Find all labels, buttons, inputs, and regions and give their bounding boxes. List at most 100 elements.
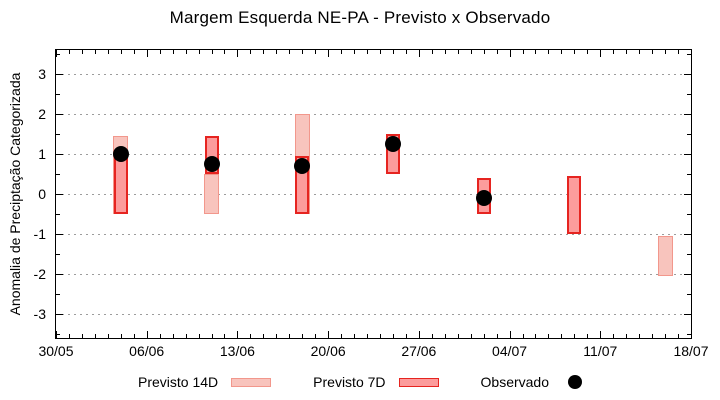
x-tick [185,334,187,338]
x-tick [133,334,135,338]
y-tick [56,334,60,335]
x-tick [120,50,122,54]
x-tick [94,50,96,54]
y-tick [687,294,691,295]
x-tick [198,50,200,54]
x-tick [237,50,239,57]
x-tick [81,50,83,54]
gridline [56,274,691,275]
x-tick [289,50,291,54]
x-tick [574,334,576,338]
y-tick [687,334,691,335]
y-tick [684,154,691,155]
y-tick [687,134,691,135]
x-tick [561,50,563,54]
x-tick [496,334,498,338]
x-tick [392,50,394,54]
x-tick [328,50,330,57]
x-tick [535,334,537,338]
observado-dot [384,136,401,152]
observado-dot [294,158,311,174]
x-tick [224,334,226,338]
x-tick [600,331,602,338]
gridline [56,194,691,195]
previsto-14d-swatch-icon [231,377,272,387]
x-tick [211,334,213,338]
x-tick [81,334,83,338]
x-tick [574,50,576,54]
x-tick [237,331,239,338]
x-tick-label: 11/07 [583,343,618,359]
y-tick-label: -3 [33,306,46,322]
x-tick [691,331,692,338]
y-tick [56,234,63,235]
x-tick [146,331,148,338]
x-tick [418,331,420,338]
observado-dot [475,190,492,206]
x-tick [120,334,122,338]
x-tick [367,334,369,338]
x-tick [548,50,550,54]
x-tick-label: 13/06 [219,343,255,359]
legend-label-observado: Observado [480,374,549,390]
x-tick [250,334,252,338]
plot-area [55,49,692,339]
x-tick [367,50,369,54]
x-tick [354,334,356,338]
x-tick [483,50,485,54]
y-tick [56,154,63,155]
x-tick [626,50,628,54]
y-tick [56,74,63,75]
y-tick [56,314,63,315]
y-tick-label: 3 [38,66,46,82]
chart-title: Margem Esquerda NE-PA - Previsto x Obser… [169,8,551,27]
x-tick [159,334,161,338]
x-tick-label: 30/05 [38,343,74,359]
x-tick [379,50,381,54]
gridline [56,234,691,235]
previsto-7d-swatch-icon [398,377,439,387]
legend-item-previsto-7d: Previsto 7D [313,374,439,390]
observado-dot [203,156,220,172]
x-tick [496,50,498,54]
legend-label-previsto-14d: Previsto 14D [138,374,219,390]
x-tick [652,50,654,54]
y-tick [687,174,691,175]
x-tick [639,50,641,54]
y-tick [56,114,63,115]
x-tick [276,334,278,338]
x-tick [665,334,667,338]
x-tick [405,50,407,54]
y-tick [684,234,691,235]
x-tick [302,50,304,54]
legend: Previsto 14D Previsto 7D Observado [0,374,720,390]
y-tick [56,254,60,255]
x-tick [107,50,109,54]
y-tick [684,114,691,115]
x-tick [535,50,537,54]
x-tick [587,334,589,338]
x-tick [522,50,524,54]
x-tick [509,331,511,338]
observado-dot-icon [568,375,582,389]
x-tick [68,334,70,338]
gridline [56,314,691,315]
y-tick [687,254,691,255]
x-tick [68,50,70,54]
x-tick [315,334,317,338]
y-tick [56,274,63,275]
x-tick [626,334,628,338]
x-tick [665,50,667,54]
legend-label-previsto-7d: Previsto 7D [313,374,386,390]
x-tick [172,334,174,338]
x-tick [224,50,226,54]
x-tick [405,334,407,338]
legend-item-previsto-14d: Previsto 14D [138,374,272,390]
x-tick-label: 20/06 [310,343,346,359]
y-tick [684,274,691,275]
x-tick [354,50,356,54]
x-tick [276,50,278,54]
x-tick [94,334,96,338]
x-tick [185,50,187,54]
